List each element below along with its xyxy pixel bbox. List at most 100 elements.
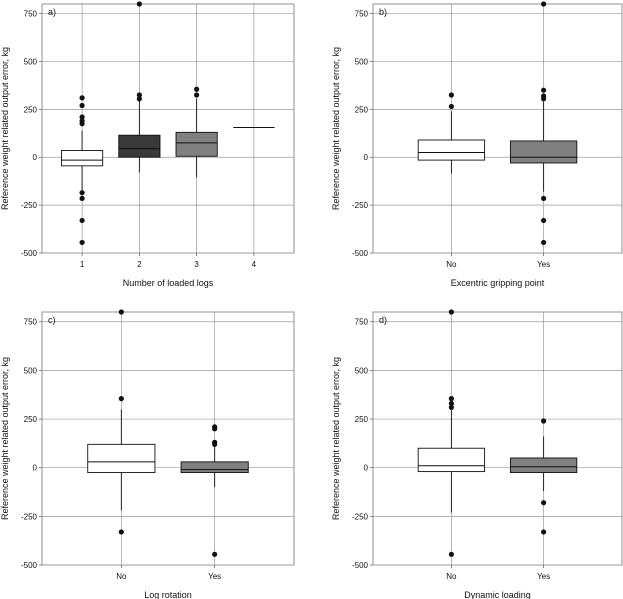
outlier-point: [79, 239, 85, 246]
x-tick-label: Yes: [537, 260, 550, 269]
y-tick-label: 500: [24, 366, 38, 375]
y-tick-label: 500: [355, 57, 369, 66]
y-tick-label: 0: [364, 153, 369, 162]
box-body: [417, 447, 486, 473]
outlier-point: [194, 86, 200, 92]
box-no: [417, 92, 486, 174]
outlier-point: [541, 500, 547, 506]
box-body: [417, 139, 486, 161]
box-body: [61, 150, 104, 167]
y-axis-label: Reference weight related output error, k…: [0, 357, 10, 520]
y-tick-label: 0: [33, 153, 38, 162]
x-axis-label: Log rotation: [144, 590, 192, 599]
x-tick-label: 4: [252, 260, 257, 269]
y-tick-label: -250: [352, 201, 369, 210]
outlier-point: [79, 190, 85, 196]
outlier-point: [448, 396, 454, 402]
plot-frame: [41, 311, 295, 566]
outlier-point: [118, 309, 124, 315]
outlier-point: [541, 87, 547, 93]
outlier-point: [541, 195, 547, 202]
outlier-point: [212, 441, 218, 447]
outlier-point: [448, 400, 454, 407]
x-tick-label: 2: [137, 260, 142, 269]
y-tick-label: -500: [352, 561, 369, 570]
y-tick-label: 250: [355, 415, 369, 424]
box-3: [175, 86, 218, 178]
outlier-point: [541, 418, 547, 424]
y-tick-label: 0: [364, 464, 369, 473]
outlier-point: [448, 309, 454, 315]
x-tick-label: 1: [80, 260, 85, 269]
y-tick-label: 500: [24, 57, 38, 66]
box-yes: [509, 418, 578, 535]
outlier-point: [79, 95, 85, 101]
y-tick-label: -250: [21, 512, 38, 521]
outlier-point: [194, 92, 200, 98]
y-axis-label: Reference weight related output error, k…: [331, 47, 341, 210]
x-axis-label: Number of loaded logs: [123, 278, 214, 288]
outlier-point: [79, 121, 85, 127]
outlier-point: [118, 396, 124, 402]
box-body: [118, 134, 161, 158]
x-tick-label: No: [116, 572, 127, 581]
box-body: [509, 140, 578, 164]
outlier-point: [541, 529, 547, 535]
outlier-point: [541, 217, 547, 224]
y-tick-label: -250: [21, 201, 38, 210]
y-tick-label: -500: [21, 561, 38, 570]
y-axis-label: Reference weight related output error, k…: [331, 357, 341, 520]
y-tick-label: 0: [33, 464, 38, 473]
box-body: [175, 131, 218, 157]
x-tick-label: Yes: [537, 572, 550, 581]
panel-d: -500 -250 0 250 500 750 No Yes d) Dynamic loading…: [331, 309, 623, 599]
outlier-point: [448, 103, 454, 110]
y-tick-label: 250: [24, 415, 38, 424]
box-no: [87, 309, 156, 535]
x-tick-label: 3: [194, 260, 199, 269]
box-2: [118, 1, 161, 173]
y-tick-label: -500: [352, 249, 369, 258]
y-tick-label: 750: [355, 318, 369, 327]
panel-a: -500 -250 0 250 500 750 1 2 3 4 a) Number of loaded…: [0, 1, 295, 288]
outlier-point: [212, 426, 218, 432]
y-axis-label: Reference weight related output error, k…: [0, 47, 10, 210]
outlier-point: [79, 114, 85, 120]
box-no: [417, 309, 486, 557]
box-yes: [180, 424, 249, 557]
outlier-point: [541, 96, 547, 102]
panel-b: -500 -250 0 250 500 750 No Yes b) Excentric gripp…: [331, 1, 623, 288]
plot-frame: [372, 311, 623, 566]
y-tick-label: -250: [352, 512, 369, 521]
y-tick-label: 750: [355, 10, 369, 19]
box-body: [509, 457, 578, 474]
x-tick-label: No: [446, 260, 457, 269]
y-tick-label: 750: [24, 318, 38, 327]
x-tick-label: Yes: [208, 572, 221, 581]
outlier-point: [118, 529, 124, 535]
x-axis-label: Excentric gripping point: [451, 278, 545, 288]
panel-label: d): [379, 315, 387, 325]
x-axis-label: Dynamic loading: [464, 590, 531, 599]
plot-frame: [41, 3, 295, 254]
outlier-point: [136, 1, 142, 7]
plot-frame: [372, 3, 623, 254]
outlier-point: [136, 92, 142, 98]
outlier-point: [212, 551, 218, 557]
outlier-point: [541, 239, 547, 246]
outlier-point: [79, 102, 85, 109]
box-1: [61, 95, 104, 246]
outlier-point: [79, 217, 85, 224]
outlier-point: [448, 404, 454, 410]
outlier-point: [136, 96, 142, 102]
outlier-point: [448, 92, 454, 98]
y-tick-label: 250: [24, 105, 38, 114]
y-tick-label: 500: [355, 366, 369, 375]
outlier-point: [541, 1, 547, 7]
panel-label: c): [48, 315, 56, 325]
box-yes: [509, 1, 578, 246]
box-body: [87, 443, 156, 474]
y-tick-label: 750: [24, 10, 38, 19]
panel-c: -500 -250 0 250 500 750 No Yes c) Log rotation Ref…: [0, 309, 295, 599]
